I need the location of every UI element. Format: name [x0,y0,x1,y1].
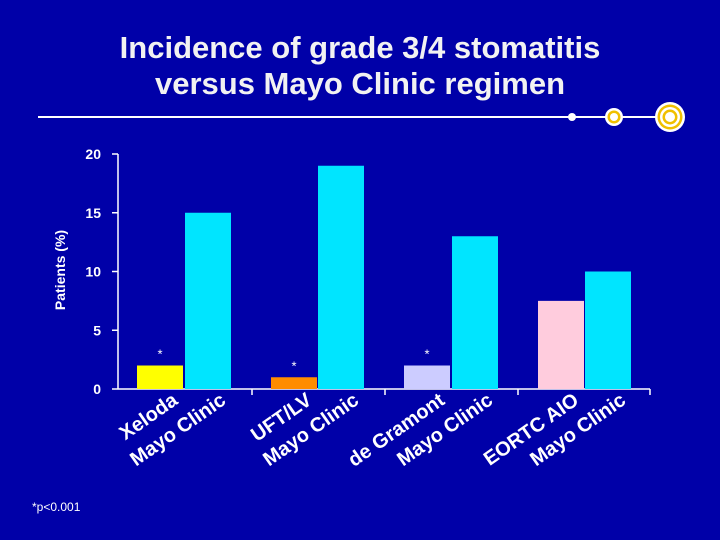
bar [538,300,584,389]
bar [452,236,498,389]
significance-marker: * [291,358,296,373]
title-underline-decor [38,102,685,132]
y-tick-label: 0 [93,381,101,397]
chart-bars [137,165,631,389]
significance-markers: * * * [157,347,429,374]
significance-marker: * [157,347,162,362]
bar [585,271,631,389]
bar [271,377,317,389]
decor-ring-large-icon [655,102,685,132]
title-line-1: Incidence of grade 3/4 stomatitis [119,30,601,65]
significance-marker: * [424,347,429,362]
y-tick-label: 10 [85,264,101,280]
y-axis-label: Patients (%) [52,230,68,310]
footnote: *p<0.001 [32,500,81,514]
title-line-2: versus Mayo Clinic regimen [154,66,566,101]
bar [137,365,183,389]
y-tick-label: 5 [93,322,101,338]
bar [185,212,231,389]
bar [404,365,450,389]
y-tick-label: 15 [85,205,101,221]
decor-ring-small-icon [605,108,623,126]
y-tick-label: 20 [85,146,101,162]
bar [318,165,364,389]
slide-title: Incidence of grade 3/4 stomatitis versus… [0,30,720,102]
